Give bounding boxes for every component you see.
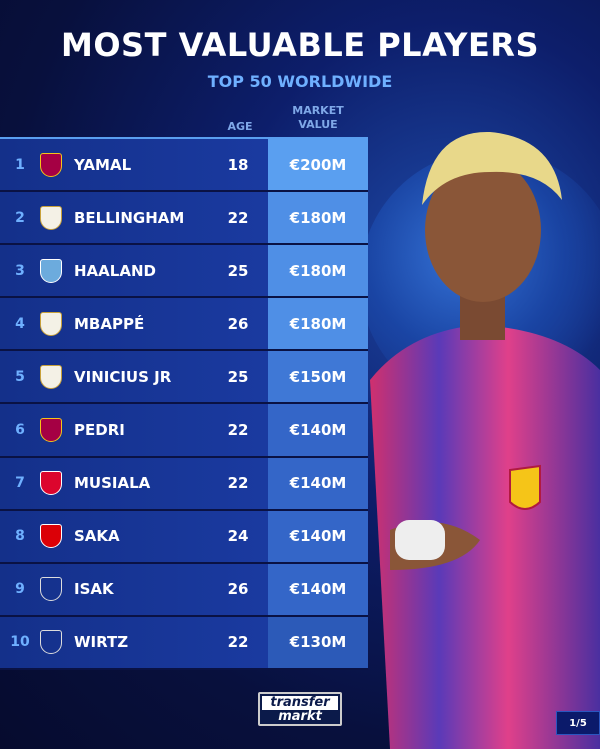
rank: 1 (15, 156, 25, 173)
club-crest-icon (40, 577, 62, 602)
player-name: WIRTZ (74, 633, 129, 652)
club-crest-icon (40, 364, 62, 389)
player-age: 26 (227, 580, 249, 599)
table-row: 2 BELLINGHAM 22 €180M (0, 192, 368, 246)
player-name: MBAPPÉ (74, 314, 145, 333)
rank: 5 (15, 368, 25, 385)
player-age: 25 (227, 367, 249, 386)
club-crest-icon (40, 311, 62, 336)
club-crest-icon (40, 524, 62, 549)
page-indicator: 1/5 (556, 711, 600, 735)
player-name: ISAK (74, 580, 114, 599)
player-cell: 2 BELLINGHAM 22 (0, 192, 268, 244)
logo-line1: transfer (262, 696, 338, 710)
page-title: MOST VALUABLE PLAYERS (61, 26, 539, 64)
market-value: €140M (268, 563, 368, 615)
rank: 4 (15, 315, 25, 332)
transfermarkt-logo: transfer markt (258, 692, 342, 726)
table-row: 4 MBAPPÉ 26 €180M (0, 298, 368, 352)
club-crest-icon (40, 152, 62, 177)
player-name: YAMAL (74, 155, 132, 174)
table-row: 9 ISAK 26 €140M (0, 563, 368, 617)
player-cell: 1 YAMAL 18 (0, 139, 268, 191)
market-value: €180M (268, 245, 368, 297)
market-value: €140M (268, 457, 368, 509)
club-crest-icon (40, 258, 62, 283)
logo-line2: markt (278, 709, 322, 724)
club-crest-icon (40, 205, 62, 230)
market-value: €140M (268, 404, 368, 456)
club-crest-icon (40, 630, 62, 655)
subtitle: TOP 50 WORLDWIDE (207, 72, 393, 91)
club-crest-icon (40, 418, 62, 443)
player-cell: 10 WIRTZ 22 (0, 616, 268, 668)
market-value: €150M (268, 351, 368, 403)
players-table: 1 YAMAL 18 €200M 2 BELLINGHAM 22 €180M 3… (0, 137, 368, 670)
rank: 6 (15, 422, 25, 439)
rank: 7 (15, 475, 25, 492)
player-name: MUSIALA (74, 474, 151, 493)
market-value: €140M (268, 510, 368, 562)
player-age: 22 (227, 421, 249, 440)
player-age: 22 (227, 633, 249, 652)
player-cell: 5 VINICIUS JR 25 (0, 351, 268, 403)
table-row: 10 WIRTZ 22 €130M (0, 616, 368, 670)
table-row: 6 PEDRI 22 €140M (0, 404, 368, 458)
header-age: AGE (227, 120, 253, 133)
player-cell: 8 SAKA 24 (0, 510, 268, 562)
player-cell: 3 HAALAND 25 (0, 245, 268, 297)
rank: 9 (15, 581, 25, 598)
header-value: VALUE (298, 118, 338, 131)
player-cell: 6 PEDRI 22 (0, 404, 268, 456)
player-cell: 7 MUSIALA 22 (0, 457, 268, 509)
table-row: 7 MUSIALA 22 €140M (0, 457, 368, 511)
player-age: 18 (227, 155, 249, 174)
player-age: 22 (227, 474, 249, 493)
market-value: €200M (268, 139, 368, 191)
rank: 10 (10, 634, 30, 651)
rank: 8 (15, 528, 25, 545)
player-cell: 4 MBAPPÉ 26 (0, 298, 268, 350)
rank: 3 (15, 262, 25, 279)
table-row: 1 YAMAL 18 €200M (0, 139, 368, 193)
player-name: PEDRI (74, 421, 125, 440)
market-value: €180M (268, 298, 368, 350)
rank: 2 (15, 209, 25, 226)
player-name: HAALAND (74, 261, 156, 280)
player-age: 22 (227, 208, 249, 227)
player-cell: 9 ISAK 26 (0, 563, 268, 615)
player-age: 25 (227, 261, 249, 280)
player-age: 26 (227, 314, 249, 333)
table-row: 8 SAKA 24 €140M (0, 510, 368, 564)
club-crest-icon (40, 471, 62, 496)
header-market-value: MARKET VALUE (278, 104, 358, 132)
table-row: 3 HAALAND 25 €180M (0, 245, 368, 299)
player-name: SAKA (74, 527, 120, 546)
player-name: BELLINGHAM (74, 208, 185, 227)
player-age: 24 (227, 527, 249, 546)
table-row: 5 VINICIUS JR 25 €150M (0, 351, 368, 405)
player-name: VINICIUS JR (74, 367, 172, 386)
player-photo (370, 131, 600, 749)
market-value: €130M (268, 616, 368, 668)
market-value: €180M (268, 192, 368, 244)
header-market: MARKET (292, 104, 344, 117)
